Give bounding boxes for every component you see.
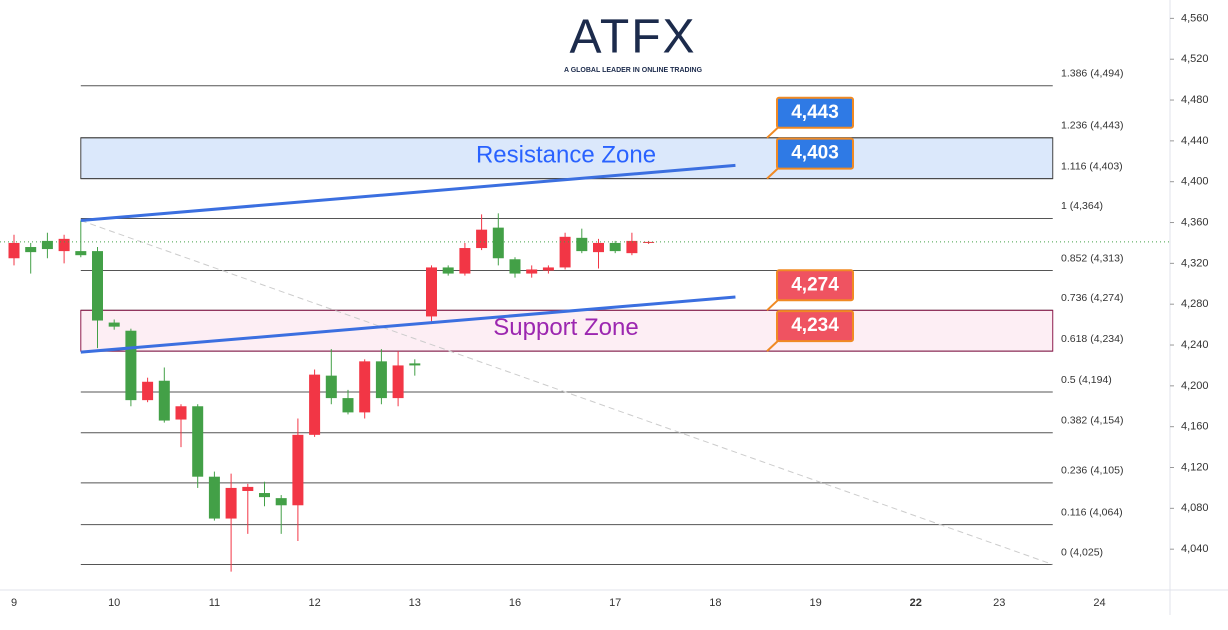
x-tick-label: 22 [910,597,922,609]
y-tick-label: 4,560 [1181,12,1209,24]
trendline [80,295,736,354]
candle-body [75,251,87,256]
zone [80,310,1053,352]
candle-body [242,486,254,491]
y-tick-label: 4,400 [1181,176,1209,188]
candle-body [626,240,638,254]
candle-body [593,242,604,253]
callout-box [776,137,854,170]
candle-body [442,267,454,274]
y-tick-label: 4,520 [1181,53,1209,65]
zone-label: Support Zone [493,314,638,341]
projection-line [80,220,1053,565]
y-tick-label: 4,480 [1181,94,1209,106]
trendline [80,163,736,222]
candle-body [92,251,103,321]
y-tick-label: 4,440 [1181,135,1209,147]
callout-box [776,269,854,302]
candle-body [8,242,20,259]
logo-tagline: A GLOBAL LEADER IN ONLINE TRADING [564,67,703,74]
x-tick-label: 24 [1093,597,1105,609]
fib-label: 1.236 (4,443) [1061,120,1123,132]
candle-body [292,434,304,506]
callout-label: 4,403 [791,143,839,164]
fib-label: 1.386 (4,494) [1061,68,1123,80]
callout-box [776,310,854,343]
candle-body [459,248,471,274]
candle-body [225,487,237,519]
callout-box [776,96,854,129]
zone-label: Resistance Zone [476,142,656,169]
x-tick-label: 9 [11,597,17,609]
candle-body [609,242,621,252]
candle-body [576,237,588,252]
fib-label: 0.382 (4,154) [1061,415,1123,427]
candle-body [643,241,655,243]
y-tick-label: 4,040 [1181,543,1209,555]
candle-body [542,267,554,271]
fib-label: 0.618 (4,234) [1061,333,1123,345]
candle-body [125,330,137,401]
fib-label: 1.116 (4,403) [1061,160,1123,172]
x-tick-label: 18 [709,597,721,609]
fib-label: 0.236 (4,105) [1061,465,1123,477]
y-tick-label: 4,280 [1181,298,1209,310]
x-tick-label: 19 [809,597,821,609]
candle-body [275,498,287,506]
candle-body [509,259,521,274]
candle-body [158,380,170,421]
x-tick-label: 13 [409,597,421,609]
fib-label: 0.5 (4,194) [1061,374,1112,386]
candle-body [208,476,220,519]
fib-label: 1 (4,364) [1061,200,1103,212]
candle-body [342,398,354,413]
x-tick-label: 17 [609,597,621,609]
y-tick-label: 4,120 [1181,461,1209,473]
callout-label: 4,443 [791,102,839,123]
y-tick-label: 4,160 [1181,421,1209,433]
candle-body [476,229,488,249]
y-tick-label: 4,080 [1181,502,1209,514]
candle-body [409,363,421,366]
candle-body [325,375,337,399]
candle-body [175,406,187,420]
candle-body [192,406,204,477]
x-tick-label: 16 [509,597,521,609]
candle-body [58,238,70,252]
x-tick-label: 23 [993,597,1005,609]
y-tick-label: 4,320 [1181,257,1209,269]
candle-body [526,269,538,274]
y-tick-label: 4,200 [1181,380,1209,392]
fib-label: 0.852 (4,313) [1061,252,1123,264]
zone [80,137,1053,179]
x-tick-label: 10 [108,597,120,609]
candle-body [142,381,154,401]
candle-body [559,236,571,268]
logo-name: ATFX [569,11,696,64]
fib-label: 0.116 (4,064) [1061,506,1123,518]
candle-body [375,361,387,399]
candle-body [41,240,53,250]
candle-body [492,227,504,259]
candle-body [25,247,37,253]
candle-body [259,493,270,498]
x-tick-label: 11 [209,597,220,609]
candle-body [392,365,404,399]
y-tick-label: 4,240 [1181,339,1209,351]
x-tick-label: 12 [308,597,320,609]
candle-body [426,267,437,317]
fib-label: 0.736 (4,274) [1061,292,1123,304]
callout-label: 4,234 [791,315,839,336]
fib-label: 0 (4,025) [1061,546,1103,558]
callout-label: 4,274 [791,274,839,295]
candle-body [309,374,321,435]
candle-body [108,322,120,327]
y-tick-label: 4,360 [1181,216,1209,228]
candle-body [359,361,371,413]
